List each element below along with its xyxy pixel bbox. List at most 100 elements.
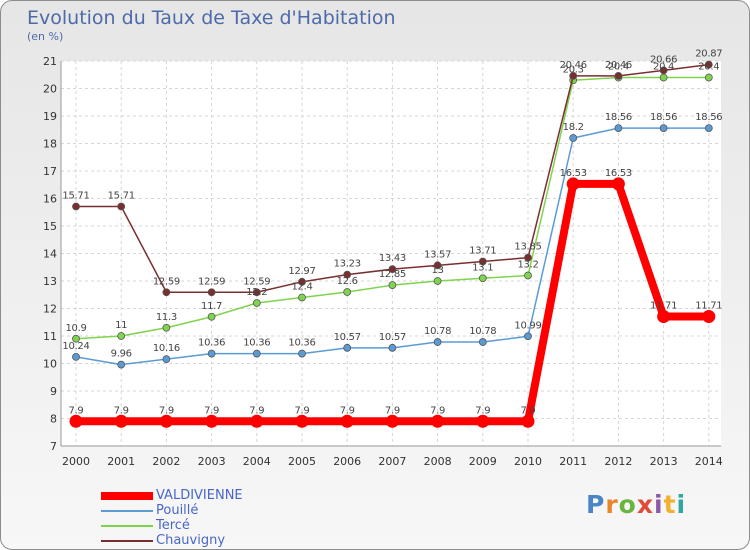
data-label-valdivienne: 7.9: [294, 405, 309, 416]
y-tick-label: 8: [50, 413, 57, 426]
data-label-pouille: 9.96: [111, 349, 132, 360]
y-tick-label: 11: [43, 330, 57, 343]
data-label-pouille: 10.36: [198, 338, 225, 349]
point-valdivienne: [385, 414, 399, 428]
data-label-terce: 11: [115, 320, 127, 331]
point-pouille: [117, 360, 126, 369]
data-label-valdivienne: 7.9: [68, 405, 83, 416]
point-terce: [298, 293, 306, 302]
data-label-chauvigny: 20.46: [560, 60, 587, 71]
point-terce: [388, 281, 397, 290]
y-tick-label: 13: [43, 275, 57, 288]
data-label-valdivienne: 7.9: [340, 405, 355, 416]
point-chauvigny: [478, 257, 487, 266]
point-valdivienne: [431, 414, 445, 428]
x-tick-label: 2005: [288, 455, 316, 468]
data-label-valdivienne: 7.9: [520, 405, 535, 416]
point-valdivienne: [159, 414, 173, 428]
point-pouille: [72, 352, 80, 361]
data-label-chauvigny: 20.66: [650, 54, 677, 65]
data-label-pouille: 10.57: [334, 332, 361, 343]
data-label-valdivienne: 7.9: [475, 405, 490, 416]
point-pouille: [478, 338, 487, 346]
x-tick-label: 2008: [424, 455, 452, 468]
point-valdivienne: [521, 414, 535, 428]
x-tick-label: 2003: [198, 455, 226, 468]
x-tick-label: 2000: [62, 455, 90, 468]
data-label-terce: 20.3: [563, 64, 584, 75]
point-chauvigny: [388, 265, 397, 274]
point-pouille: [704, 124, 713, 132]
data-label-chauvigny: 13.23: [334, 259, 361, 270]
point-chauvigny: [207, 288, 216, 297]
point-valdivienne: [69, 414, 83, 428]
y-tick-label: 10: [43, 358, 57, 371]
y-tick-label: 20: [43, 83, 57, 96]
point-chauvigny: [117, 202, 126, 211]
x-tick-label: 2006: [333, 455, 361, 468]
data-label-pouille: 10.99: [514, 320, 541, 331]
data-label-terce: 20.4: [698, 62, 719, 73]
point-pouille: [343, 343, 352, 352]
data-label-terce: 13.2: [517, 260, 538, 271]
point-terce: [478, 274, 487, 283]
data-label-chauvigny: 12.59: [243, 276, 270, 287]
point-valdivienne: [250, 414, 264, 428]
data-label-pouille: 18.56: [605, 112, 632, 123]
x-tick-label: 2014: [695, 455, 723, 468]
point-valdivienne: [476, 414, 490, 428]
data-label-valdivienne: 11.71: [695, 300, 722, 311]
data-label-pouille: 10.36: [243, 338, 270, 349]
point-pouille: [659, 124, 668, 132]
point-terce: [343, 288, 352, 296]
point-terce: [252, 299, 261, 307]
point-terce: [207, 312, 216, 321]
y-tick-label: 9: [50, 385, 57, 398]
point-pouille: [162, 355, 171, 364]
point-valdivienne: [205, 414, 219, 428]
point-valdivienne: [295, 414, 309, 428]
point-pouille: [569, 134, 578, 142]
data-label-terce: 11.3: [156, 312, 177, 323]
point-valdivienne: [114, 414, 128, 428]
point-valdivienne: [340, 414, 354, 428]
point-terce: [524, 271, 532, 280]
data-label-pouille: 10.16: [153, 343, 180, 354]
data-label-valdivienne: 7.9: [249, 405, 264, 416]
point-pouille: [207, 349, 216, 358]
data-label-chauvigny: 15.71: [62, 190, 89, 201]
legend-label-valdivienne: VALDIVIENNE: [156, 488, 243, 503]
data-label-chauvigny: 15.71: [108, 190, 135, 201]
y-tick-label: 18: [43, 138, 57, 151]
point-terce: [72, 334, 80, 343]
data-label-pouille: 18.56: [650, 112, 677, 123]
data-label-valdivienne: 7.9: [114, 405, 129, 416]
legend-label-chauvigny: Chauvigny: [156, 533, 226, 548]
data-label-valdivienne: 7.9: [159, 405, 174, 416]
y-tick-label: 21: [43, 55, 57, 68]
data-label-pouille: 10.57: [379, 332, 406, 343]
x-tick-label: 2013: [650, 455, 678, 468]
y-unit-label: (en %): [27, 30, 64, 43]
x-tick-label: 2007: [378, 455, 406, 468]
data-label-valdivienne: 7.9: [204, 405, 219, 416]
point-terce: [117, 332, 126, 340]
point-chauvigny: [298, 277, 306, 286]
data-label-chauvigny: 12.59: [153, 276, 180, 287]
point-chauvigny: [704, 60, 713, 69]
point-chauvigny: [659, 66, 668, 75]
data-label-valdivienne: 16.53: [560, 168, 587, 179]
point-terce: [704, 73, 713, 82]
data-label-terce: 12.4: [291, 282, 312, 293]
legend-swatch-chauvigny: [101, 540, 153, 542]
y-tick-label: 14: [43, 248, 57, 261]
x-tick-label: 2010: [514, 455, 542, 468]
y-tick-label: 19: [43, 110, 57, 123]
data-label-pouille: 18.2: [563, 122, 584, 133]
data-label-pouille: 10.24: [62, 341, 89, 352]
point-chauvigny: [524, 253, 532, 262]
point-pouille: [388, 343, 397, 352]
x-tick-label: 2001: [107, 455, 135, 468]
